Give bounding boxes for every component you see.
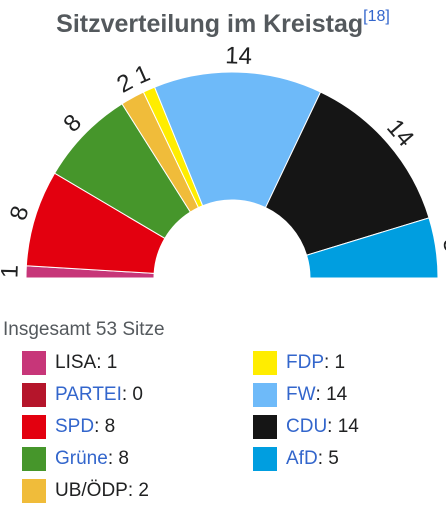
legend-swatch xyxy=(22,351,46,375)
legend-party-name: LISA xyxy=(55,352,97,373)
legend-left-column: LISA: 1 PARTEI: 0 SPD: 8 Grüne: 8 UB/ÖDP: 2 xyxy=(22,347,149,507)
legend-party-name[interactable]: SPD xyxy=(55,416,95,437)
legend-swatch xyxy=(253,447,277,471)
legend-party-name: UB/ÖDP xyxy=(55,480,128,501)
legend-seat-count: : 1 xyxy=(96,352,118,373)
legend-item-grune: Grüne: 8 xyxy=(22,443,149,475)
legend-party-name[interactable]: Grüne xyxy=(55,448,108,469)
legend-swatch xyxy=(22,479,46,503)
title-reference-link[interactable]: [18] xyxy=(363,8,390,25)
legend-party-name[interactable]: AfD xyxy=(286,448,318,469)
legend-item-spd: SPD: 8 xyxy=(22,411,149,443)
seat-segment-cdu xyxy=(264,91,430,256)
legend-seat-count: : 5 xyxy=(317,448,339,469)
seat-label-afd: 5 xyxy=(437,237,446,254)
legend-swatch xyxy=(22,447,46,471)
legend-swatch xyxy=(22,383,46,407)
seat-label-spd: 8 xyxy=(5,203,35,224)
seat-label-lisa: 1 xyxy=(0,264,24,278)
total-seats-label: Insgesamt 53 Sitze xyxy=(3,319,165,340)
legend-party-name[interactable]: CDU xyxy=(286,416,328,437)
legend-seat-count: : 0 xyxy=(121,384,143,405)
legend-item-fw: FW: 14 xyxy=(253,379,359,411)
legend-swatch xyxy=(253,351,277,375)
legend-item-cdu: CDU: 14 xyxy=(253,411,359,443)
legend-seat-count: : 8 xyxy=(107,448,129,469)
legend-party-name[interactable]: PARTEI xyxy=(55,384,122,405)
legend-item-lisa: LISA: 1 xyxy=(22,347,149,379)
legend-right-column: FDP: 1 FW: 14 CDU: 14 AfD: 5 xyxy=(253,347,359,475)
legend-seat-count: : 8 xyxy=(94,416,116,437)
seat-label-fdp: 1 xyxy=(131,60,154,90)
legend-swatch xyxy=(22,415,46,439)
seat-label-fw: 14 xyxy=(225,42,252,70)
seat-label-grune: 8 xyxy=(58,109,87,137)
legend-seat-count: : 14 xyxy=(315,384,348,405)
legend-item-partei: PARTEI: 0 xyxy=(22,379,149,411)
legend-seat-count: : 1 xyxy=(324,352,346,373)
seat-segment-afd xyxy=(305,217,439,279)
legend-swatch xyxy=(253,415,277,439)
legend-item-afd: AfD: 5 xyxy=(253,443,359,475)
chart-title: Sitzverteilung im Kreistag[18] xyxy=(0,8,446,39)
legend-item-ub-odp: UB/ÖDP: 2 xyxy=(22,475,149,507)
chart-title-text: Sitzverteilung im Kreistag xyxy=(56,10,364,38)
legend-item-fdp: FDP: 1 xyxy=(253,347,359,379)
legend-seat-count: : 2 xyxy=(127,480,149,501)
legend-party-name[interactable]: FDP xyxy=(286,352,324,373)
legend-party-name[interactable]: FW xyxy=(286,384,316,405)
seat-segment-fw xyxy=(153,71,322,209)
legend-seat-count: : 14 xyxy=(327,416,359,437)
legend-swatch xyxy=(253,383,277,407)
